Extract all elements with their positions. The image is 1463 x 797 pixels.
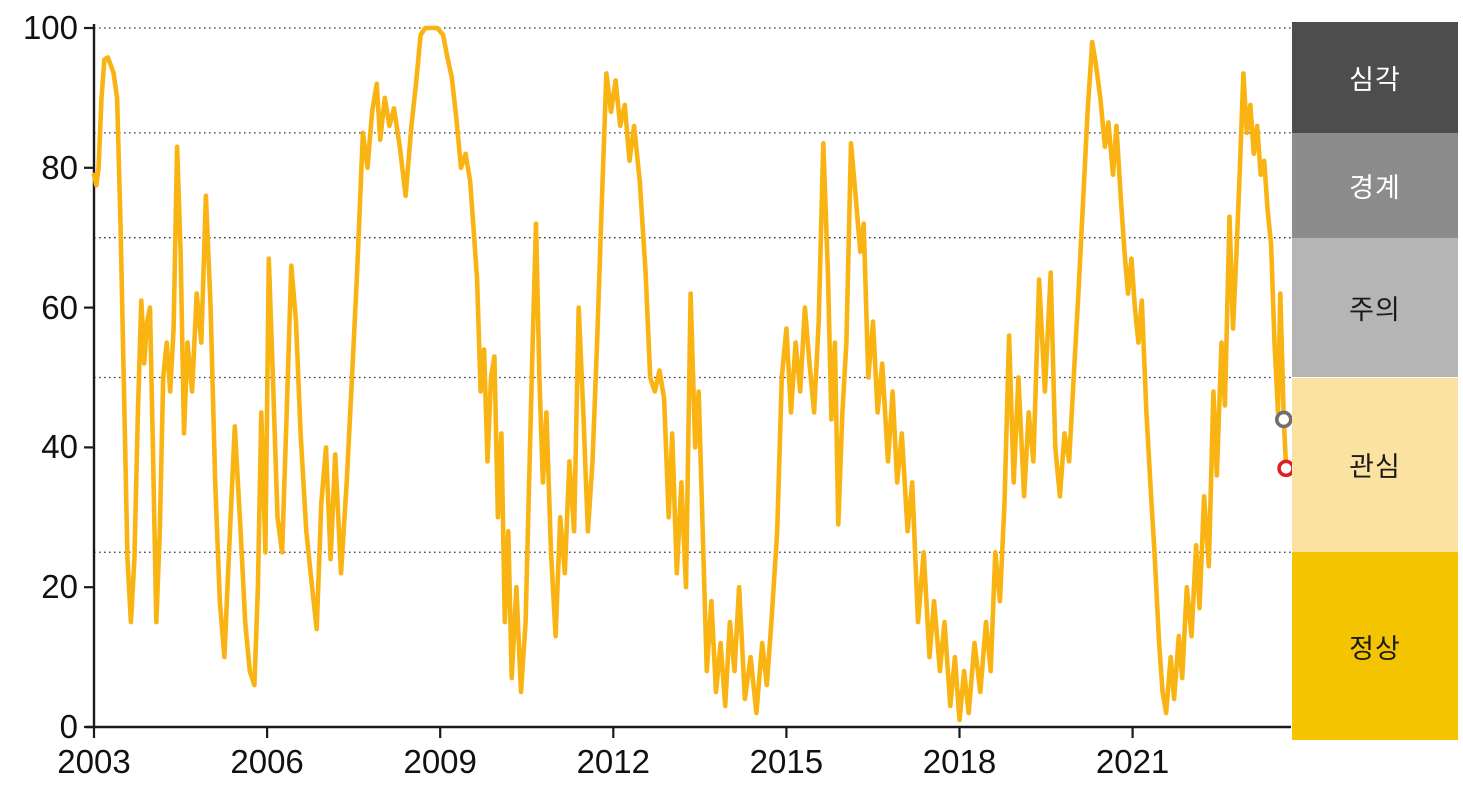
y-axis-tick-label: 20 bbox=[41, 568, 78, 606]
end-marker-red bbox=[1277, 459, 1295, 478]
x-axis-tick-label: 2018 bbox=[922, 743, 997, 780]
y-axis-tick-label: 100 bbox=[22, 9, 78, 46]
x-axis-tick-label: 2021 bbox=[1095, 743, 1170, 780]
risk-band-label: 심각 bbox=[1349, 64, 1401, 95]
risk-band-label: 정상 bbox=[1349, 633, 1401, 664]
risk-band-정상: 정상 bbox=[1292, 552, 1458, 740]
end-marker-gray bbox=[1274, 410, 1293, 429]
index-line-series bbox=[91, 25, 1289, 723]
risk-band-관심: 관심 bbox=[1292, 377, 1458, 553]
x-axis-tick-label: 2012 bbox=[576, 743, 650, 780]
y-axis-tick-label: 80 bbox=[41, 148, 78, 186]
y-axis-tick-label: 40 bbox=[41, 428, 78, 466]
x-axis-tick-label: 2015 bbox=[749, 743, 824, 780]
risk-band-label: 경계 bbox=[1349, 172, 1401, 203]
risk-band-경계: 경계 bbox=[1292, 132, 1458, 238]
y-axis-tick-label: 60 bbox=[41, 288, 78, 326]
risk-band-label: 주의 bbox=[1349, 295, 1401, 326]
x-axis-tick-label: 2009 bbox=[403, 743, 477, 780]
x-axis-tick-label: 2003 bbox=[57, 743, 131, 780]
risk-band-심각: 심각 bbox=[1292, 22, 1458, 133]
x-axis-tick-label: 2006 bbox=[230, 743, 304, 780]
risk-band-label: 관심 bbox=[1349, 452, 1401, 483]
risk-band-주의: 주의 bbox=[1292, 237, 1458, 378]
y-axis-tick-label: 0 bbox=[59, 708, 78, 745]
